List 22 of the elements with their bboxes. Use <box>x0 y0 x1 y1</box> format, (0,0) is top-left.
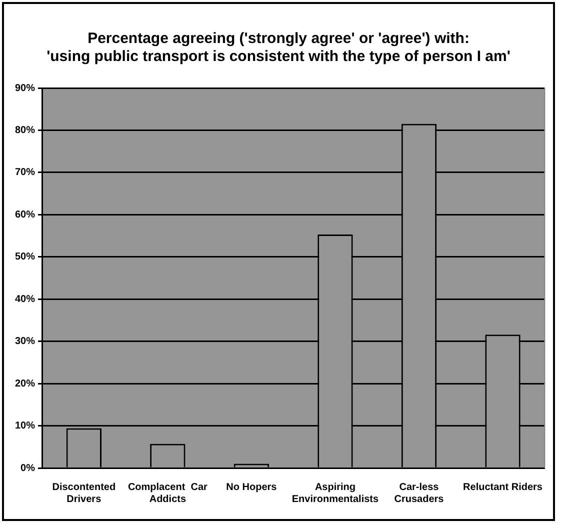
y-tick-label: 90% <box>15 82 36 94</box>
y-tick-label: 20% <box>15 378 36 390</box>
category-label: Crusaders <box>394 494 444 505</box>
x-tick-label: Reluctant Riders <box>463 482 543 493</box>
text: Percentage agreeing ('strongly agree' or 'agree') with: <box>88 30 470 48</box>
y-tick-label: 30% <box>15 336 36 348</box>
category-label: Complacent Car <box>128 482 208 493</box>
y-tick-label: 60% <box>15 209 36 220</box>
x-tick-label: No Hopers <box>226 482 278 493</box>
y-tick-label: 80% <box>15 124 36 136</box>
category-label: Car-less <box>399 482 439 493</box>
category-label: Aspiring <box>314 482 356 493</box>
category-label: Environmentalists <box>292 494 379 505</box>
y-tick-label: 50% <box>15 252 36 263</box>
category-label: Discontented <box>52 482 116 493</box>
y-tick-label: 40% <box>15 294 36 305</box>
y-tick-label: 10% <box>15 420 36 432</box>
category-label: Drivers <box>66 494 102 505</box>
category-label: Addicts <box>149 494 186 505</box>
y-tick-label: 0% <box>20 462 36 474</box>
y-tick-label: 70% <box>15 167 36 178</box>
text: 'using public transport is consistent with the type of person I am' <box>46 48 510 66</box>
